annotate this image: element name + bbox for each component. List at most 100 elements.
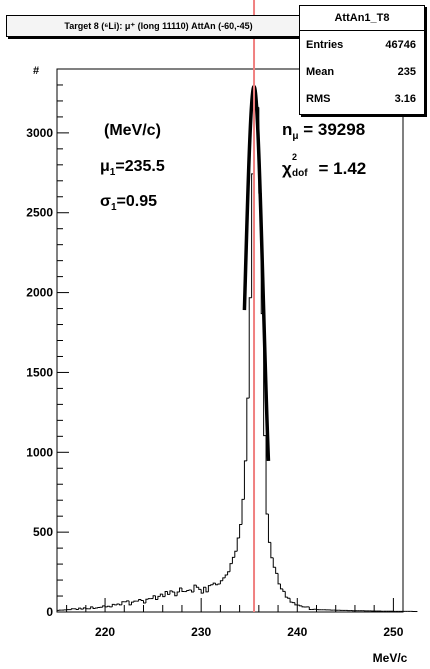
x-tick-label: 250 [383, 625, 403, 639]
histogram-bin [80, 608, 84, 610]
histogram-bin [275, 567, 279, 574]
y-tick-label: 2000 [26, 286, 53, 300]
histogram-bin [128, 600, 132, 606]
histogram-bin [270, 542, 274, 559]
histogram-bin [265, 435, 269, 515]
histogram-bin [284, 591, 288, 598]
histogram-bin [102, 605, 106, 608]
histogram-bin [279, 583, 283, 590]
histogram-bin [241, 498, 245, 525]
histogram-bin [143, 600, 146, 604]
chi-symbol: χ [282, 159, 292, 178]
y-tick-label: 3000 [26, 126, 53, 140]
histogram-bin [159, 593, 163, 597]
sigma-value: =0.95 [116, 193, 157, 210]
plot-axes [56, 68, 404, 613]
histogram-bin [169, 590, 173, 595]
histogram-bin [272, 557, 276, 568]
histogram-bin [203, 586, 206, 594]
histogram-bin [121, 601, 125, 605]
histogram-bin [116, 603, 120, 605]
chi-group: χ 2 dof [282, 152, 308, 179]
histogram-bin [231, 556, 235, 564]
x-tick-label: 240 [287, 625, 307, 639]
chart-title: Target 8 (⁶Li): μ⁺ (long 11110) AttAn (-… [6, 15, 311, 37]
chi-subscript: dof [292, 168, 308, 179]
histogram-bin [195, 585, 199, 588]
histogram-bin [90, 606, 94, 609]
stats-row-rms: RMS 3.16 [300, 85, 424, 112]
histogram-bin [176, 591, 180, 596]
histogram-bin [212, 582, 216, 585]
histogram-bin [243, 460, 247, 500]
histogram-bin [92, 606, 96, 609]
histogram-bin [222, 577, 226, 581]
stats-row-entries: Entries 46746 [300, 31, 424, 58]
sigma-subscript: 1 [110, 202, 117, 213]
histogram-bin [145, 598, 149, 604]
stats-entries-label: Entries [306, 38, 344, 51]
histogram-bin [162, 594, 166, 598]
histogram-bin [164, 591, 168, 597]
histogram-bin [138, 599, 142, 602]
histogram-bin [198, 587, 202, 590]
histogram-bin [111, 603, 115, 607]
histogram-bin [193, 584, 197, 593]
histogram-bin [217, 583, 221, 585]
stats-row-mean: Mean 235 [300, 58, 424, 85]
chi2-annotation: χ 2 dof = 1.42 [282, 152, 366, 179]
histogram-bin [229, 563, 233, 572]
histogram-bin [106, 605, 110, 607]
histogram-bin [308, 606, 312, 610]
fit-curve [242, 84, 271, 462]
stats-rms-label: RMS [306, 92, 331, 105]
histogram-bin [246, 397, 250, 461]
stats-mean-value: 235 [397, 65, 416, 78]
histogram-bin [186, 589, 190, 592]
histogram-bin [277, 573, 281, 585]
sigma-symbol: σ [100, 193, 111, 210]
sigma-annotation: σ1=0.95 [100, 193, 157, 213]
stats-rms-value: 3.16 [394, 92, 416, 105]
histogram-bin [109, 606, 113, 608]
histogram-bin [155, 595, 158, 601]
y-tick-label: 500 [33, 525, 53, 539]
stats-entries-value: 46746 [385, 38, 416, 51]
gaussian-fit [242, 84, 271, 462]
stats-box: AttAn1_T8 Entries 46746 Mean 235 RMS 3.1… [299, 5, 425, 115]
y-tick-label: 0 [46, 605, 53, 619]
histogram-bin [75, 608, 79, 610]
histogram-bin [179, 587, 182, 593]
y-axis-label: # [33, 65, 39, 77]
histogram-bin [287, 597, 291, 599]
histogram-bin [82, 607, 86, 610]
n-annotation: nμ = 39298 [282, 120, 365, 142]
histogram-bin [133, 600, 137, 603]
n-value: = 39298 [298, 120, 366, 139]
histogram-bin [205, 587, 209, 593]
stats-mean-label: Mean [306, 65, 335, 78]
x-tick-label: 230 [191, 625, 211, 639]
histogram-bin [301, 605, 305, 608]
histogram-bin [210, 584, 214, 586]
histogram-bin [191, 589, 194, 593]
y-tick-label: 2500 [26, 206, 53, 220]
histogram-bin [181, 588, 185, 593]
histogram-bin [140, 599, 144, 602]
stats-title: AttAn1_T8 [300, 6, 424, 31]
histogram-bin [171, 590, 175, 593]
histogram-bin [78, 607, 82, 610]
histogram-bin [118, 604, 122, 606]
histogram-bin [85, 607, 89, 610]
histogram-bin [56, 609, 60, 612]
x-tick-label: 220 [95, 625, 115, 639]
histogram-bin [267, 513, 271, 543]
histogram-bin [215, 583, 218, 586]
histogram-bin [200, 589, 204, 594]
histogram-bin [282, 588, 286, 592]
histogram-bin [289, 598, 293, 603]
histogram-bin [174, 592, 178, 597]
y-tick-label: 1000 [26, 445, 53, 459]
